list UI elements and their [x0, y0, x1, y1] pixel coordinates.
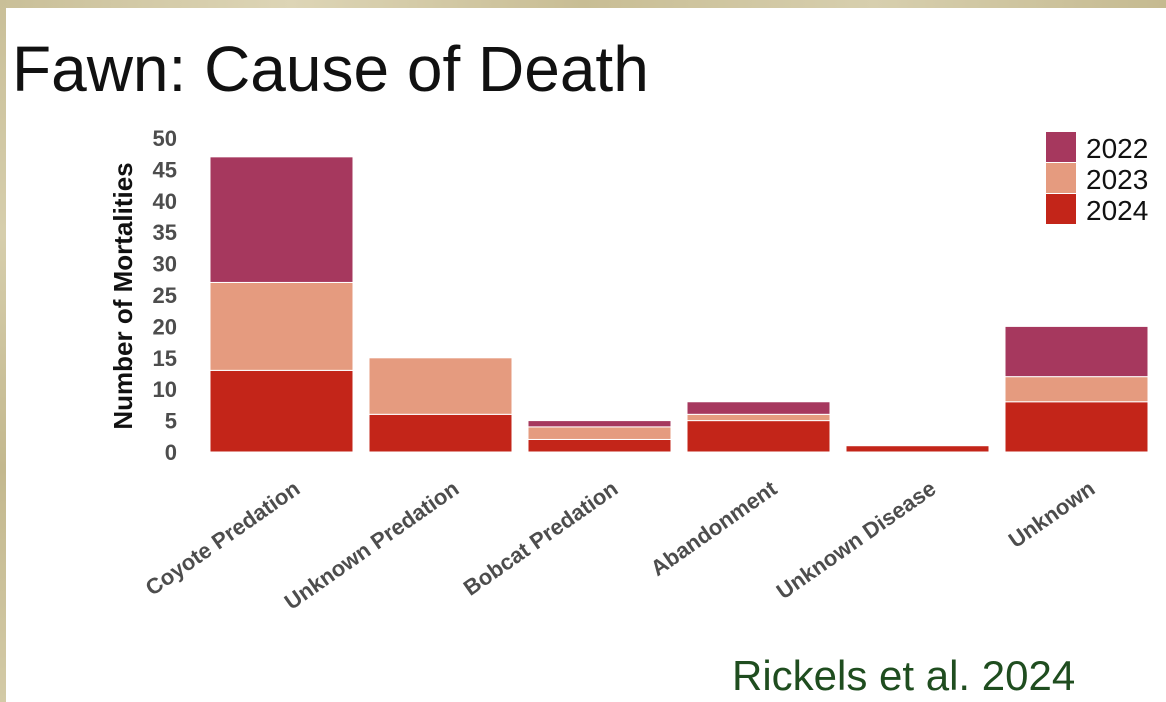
legend-swatch — [1046, 132, 1076, 162]
y-tick-label: 35 — [153, 220, 177, 245]
y-tick-label: 45 — [153, 157, 177, 182]
y-tick-label: 50 — [153, 126, 177, 151]
x-tick-label: Abandonment — [646, 475, 782, 581]
bar-segment — [527, 420, 672, 428]
slide-title: Fawn: Cause of Death — [12, 33, 649, 105]
left-border — [0, 0, 6, 702]
top-border — [0, 0, 1166, 8]
x-tick-label: Unknown Disease — [772, 476, 941, 604]
bar-segment — [1004, 401, 1149, 453]
bar-segment — [209, 156, 354, 283]
bar-segment — [368, 357, 513, 415]
legend-swatch — [1046, 163, 1076, 193]
bar-segment — [209, 369, 354, 453]
y-tick-label: 30 — [153, 252, 177, 277]
bar-segment — [686, 413, 831, 422]
y-axis-title: Number of Mortalities — [108, 162, 138, 429]
x-tick-label: Bobcat Predation — [459, 476, 623, 601]
legend-label: 2024 — [1086, 195, 1148, 226]
y-tick-label: 0 — [165, 440, 177, 465]
bar-segment — [1004, 325, 1149, 378]
y-tick-label: 40 — [153, 189, 177, 214]
y-axis: 0 5 10 15 20 25 30 35 40 45 50 — [153, 126, 177, 465]
x-tick-label: Coyote Predation — [141, 476, 305, 601]
x-tick-label: Unknown — [1004, 476, 1099, 553]
legend-label: 2023 — [1086, 164, 1148, 195]
bar-segment — [686, 401, 831, 415]
bars — [209, 156, 1149, 453]
bar-segment — [209, 281, 354, 371]
bar-segment — [686, 420, 831, 453]
bar-segment — [845, 445, 990, 453]
bar-segment — [1004, 376, 1149, 403]
y-tick-label: 10 — [153, 377, 177, 402]
legend-label: 2022 — [1086, 133, 1148, 164]
bar-segment — [527, 438, 672, 453]
bar-segment — [368, 413, 513, 453]
y-tick-label: 20 — [153, 314, 177, 339]
slide-background — [6, 8, 1166, 702]
x-tick-label: Unknown Predation — [280, 476, 464, 615]
y-tick-label: 25 — [153, 283, 177, 308]
y-tick-label: 5 — [165, 409, 177, 434]
bar-segment — [527, 426, 672, 440]
y-tick-label: 15 — [153, 346, 177, 371]
legend-swatch — [1046, 194, 1076, 224]
citation-text: Rickels et al. 2024 — [732, 652, 1076, 699]
